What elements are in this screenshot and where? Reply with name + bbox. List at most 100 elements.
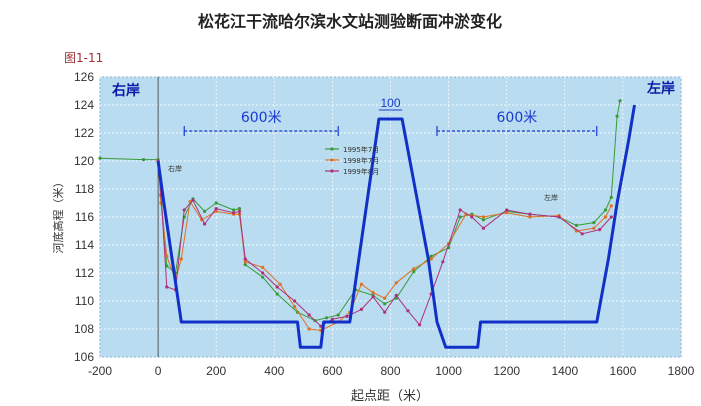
data-point bbox=[165, 254, 169, 258]
y-tick-label: 120 bbox=[74, 154, 94, 168]
data-point bbox=[528, 215, 532, 219]
data-point bbox=[232, 208, 236, 212]
axes-layer: 106 108 110 112 114 116 118 120 122 124 126 -200 0 20… bbox=[74, 70, 695, 378]
data-point bbox=[458, 215, 462, 219]
figure-label: 图1-11 bbox=[64, 51, 103, 65]
x-tick-label: 400 bbox=[264, 364, 284, 378]
data-point bbox=[278, 282, 282, 286]
data-point bbox=[609, 195, 613, 199]
series-line bbox=[156, 104, 636, 349]
data-point bbox=[371, 291, 375, 295]
y-tick-label: 110 bbox=[75, 294, 94, 308]
data-point bbox=[232, 211, 236, 215]
x-tick-label: 200 bbox=[206, 364, 226, 378]
data-point bbox=[505, 208, 509, 212]
x-tick-label: 1400 bbox=[551, 364, 578, 378]
data-point bbox=[179, 257, 183, 261]
x-tick-label: 1000 bbox=[435, 364, 462, 378]
legend-marker bbox=[330, 147, 334, 151]
data-point bbox=[598, 228, 602, 232]
data-point bbox=[307, 313, 311, 317]
y-tick-label: 114 bbox=[75, 238, 94, 252]
data-point bbox=[243, 257, 247, 261]
data-point bbox=[609, 204, 613, 208]
data-point bbox=[609, 215, 613, 219]
x-tick-label: 0 bbox=[155, 364, 162, 378]
legend-label: 1999年8月 bbox=[343, 167, 379, 176]
data-point bbox=[458, 208, 462, 212]
data-point bbox=[618, 99, 622, 103]
y-tick-label: 118 bbox=[75, 182, 94, 196]
data-point bbox=[470, 215, 474, 219]
x-tick-label: 600 bbox=[322, 364, 342, 378]
data-point bbox=[592, 226, 596, 230]
data-point bbox=[275, 285, 279, 289]
left-bank-small-label: 左岸 bbox=[544, 193, 558, 202]
data-point bbox=[214, 209, 218, 213]
x-axis-label: 起点距（米） bbox=[351, 389, 429, 404]
data-point bbox=[371, 295, 375, 299]
data-point bbox=[261, 271, 265, 275]
data-point bbox=[580, 232, 584, 236]
data-point bbox=[237, 207, 242, 211]
y-axis-label: 河底高程（米） bbox=[51, 177, 65, 254]
data-point bbox=[383, 302, 387, 306]
left-bank-label: 左岸 bbox=[646, 80, 675, 97]
data-point bbox=[615, 114, 619, 118]
data-point bbox=[557, 215, 561, 219]
data-point bbox=[394, 281, 398, 285]
data-point bbox=[359, 282, 364, 286]
data-point bbox=[441, 260, 445, 264]
x-tick-label: 1200 bbox=[493, 364, 520, 378]
data-point bbox=[182, 208, 186, 212]
data-point bbox=[261, 265, 265, 269]
y-tick-label: 116 bbox=[75, 210, 94, 224]
x-tick-label: -200 bbox=[88, 364, 112, 378]
chart-title: 松花江干流哈尔滨水文站测验断面冲淤变化 bbox=[198, 12, 502, 31]
data-point bbox=[481, 215, 486, 219]
data-point bbox=[237, 209, 242, 213]
data-point bbox=[359, 307, 364, 311]
legend-label: 1995年7月 bbox=[343, 145, 379, 154]
data-point bbox=[383, 310, 387, 314]
legend-marker bbox=[330, 158, 334, 162]
data-point bbox=[481, 218, 486, 222]
y-tick-label: 108 bbox=[74, 322, 94, 336]
span-right-label: 600米 bbox=[497, 110, 538, 126]
data-point bbox=[243, 263, 247, 267]
y-tick-label: 126 bbox=[74, 70, 94, 84]
data-point bbox=[394, 293, 398, 297]
data-point bbox=[275, 292, 279, 296]
data-point bbox=[505, 211, 509, 215]
data-point bbox=[383, 296, 387, 300]
data-point bbox=[574, 223, 579, 227]
data-point bbox=[324, 316, 329, 320]
data-point bbox=[319, 324, 323, 328]
x-tick-label: 800 bbox=[380, 364, 400, 378]
data-point bbox=[345, 314, 349, 318]
data-point bbox=[293, 305, 297, 309]
data-point bbox=[412, 267, 416, 271]
x-tick-label: 1800 bbox=[668, 364, 695, 378]
data-point bbox=[243, 260, 247, 264]
y-tick-label: 106 bbox=[74, 350, 94, 364]
data-point bbox=[165, 285, 169, 289]
span-left-label: 600米 bbox=[241, 110, 282, 126]
data-point bbox=[603, 208, 608, 212]
data-point bbox=[406, 309, 410, 313]
legend-marker bbox=[330, 169, 334, 173]
data-point bbox=[191, 198, 195, 202]
data-point bbox=[202, 222, 207, 226]
data-point bbox=[141, 158, 146, 162]
span-top-label: 100 bbox=[380, 96, 400, 110]
data-point bbox=[429, 254, 433, 258]
data-point bbox=[202, 209, 207, 213]
data-point bbox=[603, 215, 608, 219]
y-tick-label: 124 bbox=[74, 98, 94, 112]
data-point bbox=[336, 313, 340, 317]
legend: 1995年7月 1998年7月 1999年8月 bbox=[325, 145, 379, 176]
data-point bbox=[330, 317, 334, 321]
data-point bbox=[261, 275, 265, 279]
